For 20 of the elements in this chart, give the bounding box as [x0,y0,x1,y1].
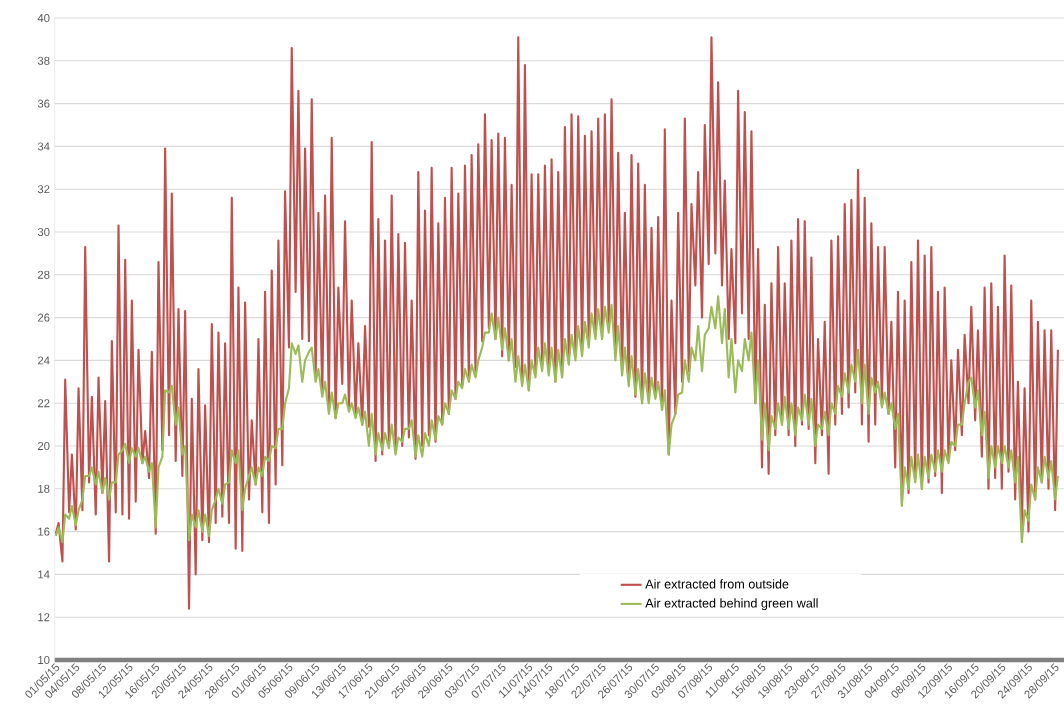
y-tick-label: 22 [37,399,50,408]
legend-label: Air extracted from outside [645,579,789,589]
y-tick-label: 20 [37,442,50,450]
y-tick-label: 40 [37,14,50,22]
y-tick-label: 14 [38,570,50,579]
y-tick-label: 32 [37,185,50,194]
y-tick-label: 26 [37,313,50,322]
legend-label: Air extracted behind green wall [645,598,818,611]
y-tick-label: 18 [38,484,50,493]
line-series [54,295,1059,544]
line-series [54,36,1059,610]
y-tick-label: 28 [37,270,50,279]
y-tick-label: 38 [37,56,50,65]
y-tick-label: 36 [37,99,50,108]
y-tick-label: 34 [37,142,50,151]
y-tick-label: 16 [38,527,50,536]
y-tick-label: 10 [38,656,50,664]
y-tick-label: 12 [38,613,50,622]
y-tick-label: 30 [37,228,50,236]
y-tick-label: 24 [37,356,50,365]
